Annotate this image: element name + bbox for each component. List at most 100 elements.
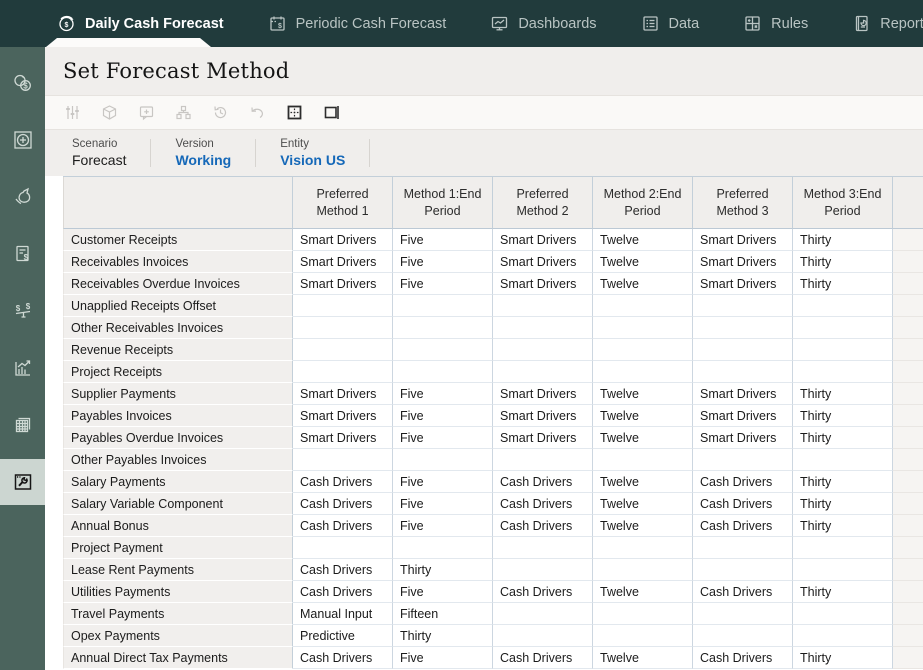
grid-cell-r12c6[interactable]: Thirty <box>793 471 893 493</box>
grid-cell-r16c5[interactable] <box>693 559 793 581</box>
grid-cell-r5c6[interactable] <box>793 317 893 339</box>
grid-cell-r9c4[interactable]: Twelve <box>593 405 693 427</box>
grid-cell-r13c6[interactable]: Thirty <box>793 493 893 515</box>
grid-cell-r5c4[interactable] <box>593 317 693 339</box>
grid-cell-r15c1[interactable] <box>293 537 393 559</box>
grid-cell-r9c3[interactable]: Smart Drivers <box>493 405 593 427</box>
grid-cell-r10c5[interactable]: Smart Drivers <box>693 427 793 449</box>
grid-cell-r12c5[interactable]: Cash Drivers <box>693 471 793 493</box>
adjust-sliders-icon[interactable] <box>63 104 81 122</box>
grid-cell-r17c4[interactable]: Twelve <box>593 581 693 603</box>
sidebar-item-cash-currency[interactable]: $ <box>0 60 45 106</box>
grid-cell-r17c2[interactable]: Five <box>393 581 493 603</box>
grid-cell-r10c6[interactable]: Thirty <box>793 427 893 449</box>
column-header-5[interactable]: Preferred Method 3 <box>693 177 793 229</box>
tab-rules[interactable]: Rules <box>743 14 808 33</box>
grid-cell-r15c2[interactable] <box>393 537 493 559</box>
grid-cell-r9c6[interactable]: Thirty <box>793 405 893 427</box>
grid-cell-r20c1[interactable]: Cash Drivers <box>293 647 393 669</box>
grid-cell-r8c6[interactable]: Thirty <box>793 383 893 405</box>
tab-data[interactable]: Data <box>641 14 699 33</box>
grid-cell-r4c6[interactable] <box>793 295 893 317</box>
grid-cell-r19c5[interactable] <box>693 625 793 647</box>
grid-cell-r5c1[interactable] <box>293 317 393 339</box>
grid-cell-r18c5[interactable] <box>693 603 793 625</box>
grid-cell-r13c2[interactable]: Five <box>393 493 493 515</box>
grid-cell-r19c6[interactable] <box>793 625 893 647</box>
row-label[interactable]: Supplier Payments <box>63 383 293 405</box>
grid-cell-r17c6[interactable]: Thirty <box>793 581 893 603</box>
grid-cell-r1c4[interactable]: Twelve <box>593 229 693 251</box>
grid-cell-r13c5[interactable]: Cash Drivers <box>693 493 793 515</box>
grid-cell-r7c2[interactable] <box>393 361 493 383</box>
grid-cell-r16c1[interactable]: Cash Drivers <box>293 559 393 581</box>
grid-cell-r7c6[interactable] <box>793 361 893 383</box>
detach-grid-icon[interactable] <box>322 104 340 122</box>
row-label[interactable]: Travel Payments <box>63 603 293 625</box>
row-label[interactable]: Lease Rent Payments <box>63 559 293 581</box>
grid-cell-r2c4[interactable]: Twelve <box>593 251 693 273</box>
grid-cell-r4c1[interactable] <box>293 295 393 317</box>
tab-daily-cash-forecast[interactable]: $ Daily Cash Forecast <box>57 14 224 33</box>
grid-cell-r12c1[interactable]: Cash Drivers <box>293 471 393 493</box>
grid-cell-r9c1[interactable]: Smart Drivers <box>293 405 393 427</box>
grid-cell-r3c3[interactable]: Smart Drivers <box>493 273 593 295</box>
grid-cell-r14c4[interactable]: Twelve <box>593 515 693 537</box>
hierarchy-icon[interactable] <box>174 104 192 122</box>
grid-cell-r13c4[interactable]: Twelve <box>593 493 693 515</box>
column-header-1[interactable]: Preferred Method 1 <box>293 177 393 229</box>
grid-cell-r1c6[interactable]: Thirty <box>793 229 893 251</box>
pov-entity-value[interactable]: Vision US <box>280 152 346 168</box>
grid-cell-r18c1[interactable]: Manual Input <box>293 603 393 625</box>
row-label[interactable]: Customer Receipts <box>63 229 293 251</box>
grid-cell-r2c2[interactable]: Five <box>393 251 493 273</box>
grid-cell-r7c1[interactable] <box>293 361 393 383</box>
tab-dashboards[interactable]: Dashboards <box>490 14 597 33</box>
grid-cell-r20c3[interactable]: Cash Drivers <box>493 647 593 669</box>
grid-cell-r1c2[interactable]: Five <box>393 229 493 251</box>
grid-cell-r8c4[interactable]: Twelve <box>593 383 693 405</box>
grid-cell-r17c5[interactable]: Cash Drivers <box>693 581 793 603</box>
row-label[interactable]: Other Receivables Invoices <box>63 317 293 339</box>
grid-cell-r16c3[interactable] <box>493 559 593 581</box>
grid-cell-r3c6[interactable]: Thirty <box>793 273 893 295</box>
undo-icon[interactable] <box>248 104 266 122</box>
row-label[interactable]: Annual Bonus <box>63 515 293 537</box>
grid-cell-r6c3[interactable] <box>493 339 593 361</box>
grid-cell-r5c2[interactable] <box>393 317 493 339</box>
grid-cell-r6c6[interactable] <box>793 339 893 361</box>
row-label[interactable]: Project Payment <box>63 537 293 559</box>
grid-cell-r8c3[interactable]: Smart Drivers <box>493 383 593 405</box>
pov-version-value[interactable]: Working <box>175 152 232 168</box>
row-label[interactable]: Salary Variable Component <box>63 493 293 515</box>
grid-cell-r5c3[interactable] <box>493 317 593 339</box>
grid-cell-r16c2[interactable]: Thirty <box>393 559 493 581</box>
grid-cell-r3c5[interactable]: Smart Drivers <box>693 273 793 295</box>
grid-cell-r1c1[interactable]: Smart Drivers <box>293 229 393 251</box>
grid-cell-r4c2[interactable] <box>393 295 493 317</box>
grid-cell-r14c1[interactable]: Cash Drivers <box>293 515 393 537</box>
grid-cell-r2c3[interactable]: Smart Drivers <box>493 251 593 273</box>
row-label[interactable]: Opex Payments <box>63 625 293 647</box>
grid-cell-r14c3[interactable]: Cash Drivers <box>493 515 593 537</box>
grid-cell-r15c6[interactable] <box>793 537 893 559</box>
grid-cell-r8c1[interactable]: Smart Drivers <box>293 383 393 405</box>
grid-cell-r20c2[interactable]: Five <box>393 647 493 669</box>
grid-cell-r14c5[interactable]: Cash Drivers <box>693 515 793 537</box>
grid-cell-r11c1[interactable] <box>293 449 393 471</box>
grid-cell-r12c4[interactable]: Twelve <box>593 471 693 493</box>
history-icon[interactable] <box>211 104 229 122</box>
column-header-6[interactable]: Method 3:End Period <box>793 177 893 229</box>
grid-cell-r14c2[interactable]: Five <box>393 515 493 537</box>
freeze-panes-icon[interactable] <box>285 104 303 122</box>
row-label[interactable]: Revenue Receipts <box>63 339 293 361</box>
grid-cell-r11c5[interactable] <box>693 449 793 471</box>
grid-cell-r1c3[interactable]: Smart Drivers <box>493 229 593 251</box>
sidebar-item-money-bag[interactable] <box>0 174 45 220</box>
grid-cell-r10c2[interactable]: Five <box>393 427 493 449</box>
grid-cell-r1c5[interactable]: Smart Drivers <box>693 229 793 251</box>
grid-cell-r11c2[interactable] <box>393 449 493 471</box>
sidebar-item-add-target[interactable] <box>0 117 45 163</box>
grid-cell-r9c2[interactable]: Five <box>393 405 493 427</box>
row-label[interactable]: Payables Overdue Invoices <box>63 427 293 449</box>
